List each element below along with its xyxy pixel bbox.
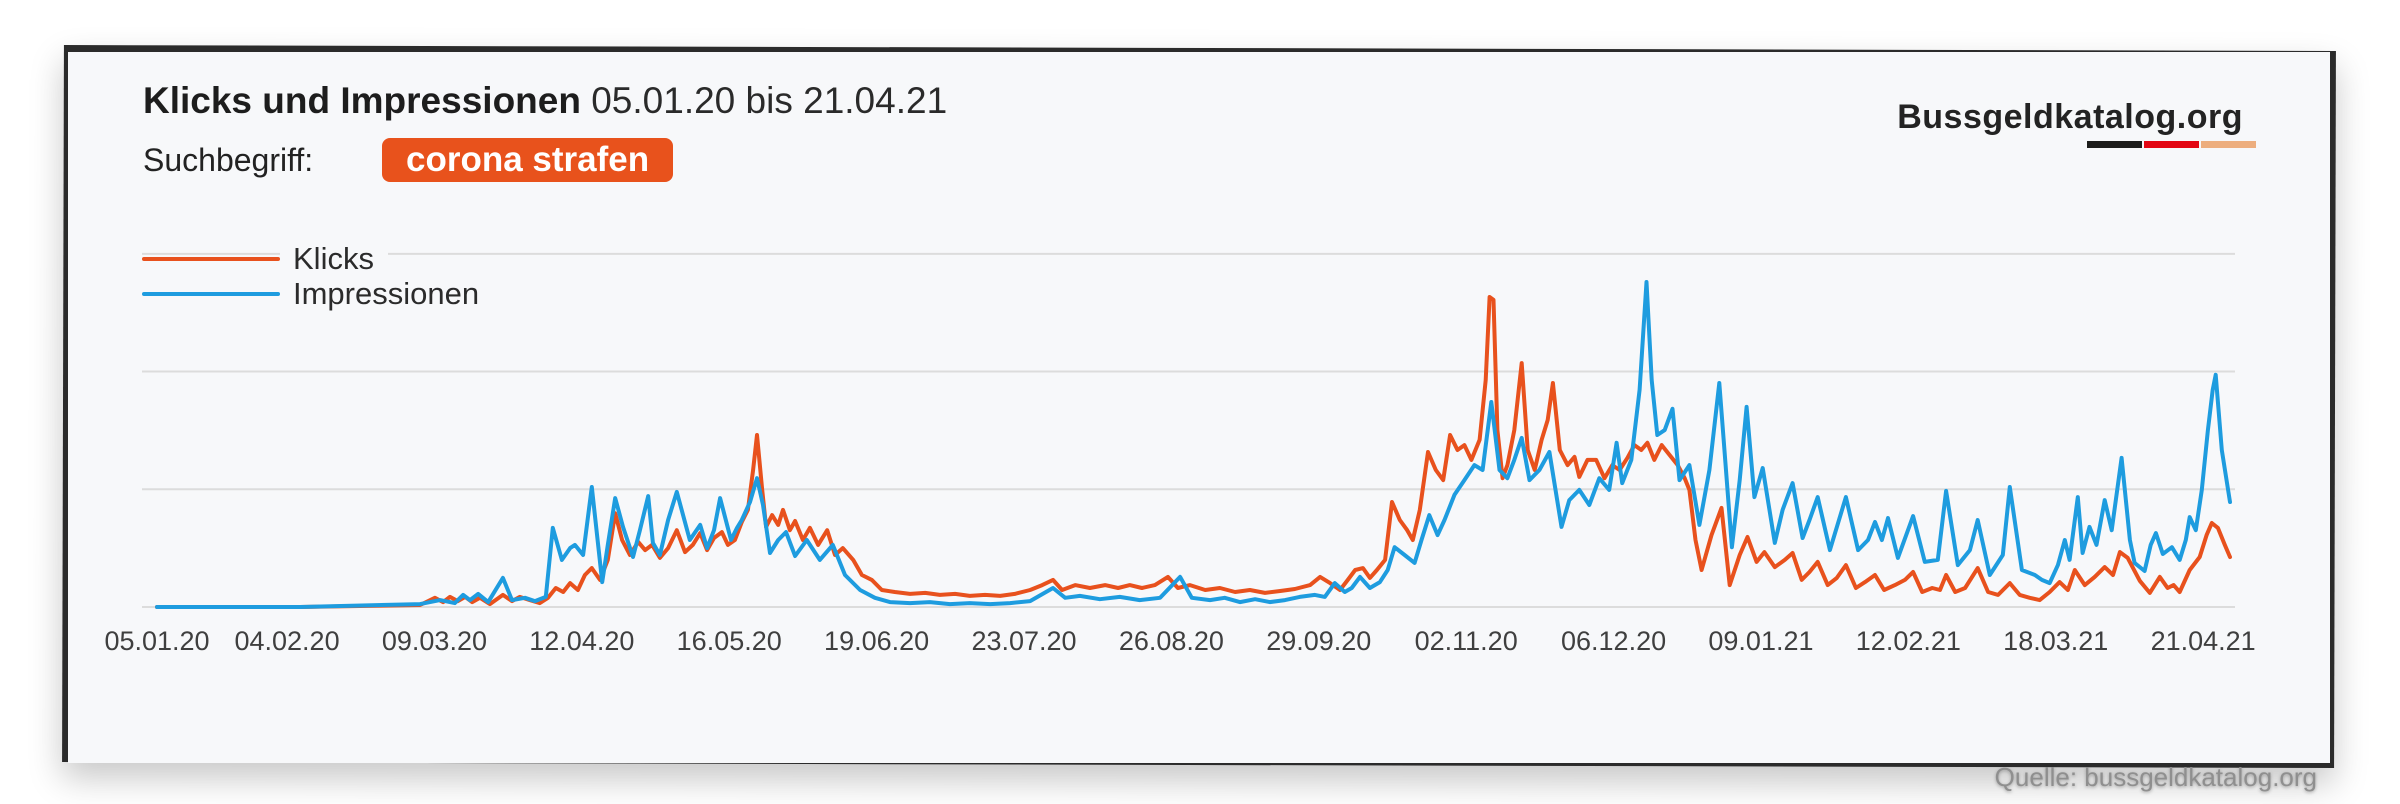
title-main: Klicks und Impressionen (143, 80, 581, 121)
legend-label-impressionen: Impressionen (280, 275, 494, 313)
x-axis-label: 02.11.20 (1415, 626, 1518, 656)
chart-card: Klicks und Impressionen 05.01.20 bis 21.… (68, 52, 2330, 763)
source-note: Quelle: bussgeldkatalog.org (1994, 762, 2317, 792)
x-axis-label: 21.04.21 (2151, 626, 2256, 656)
brand-logo-text: Bussgeldkatalog.org (1897, 98, 2243, 136)
x-axis-label: 09.01.21 (1708, 626, 1813, 656)
impressionen-line-swatch (142, 292, 280, 296)
line-chart: 05.01.20 04.02.20 09.03.20 12.04.20 16.05.20… (104, 252, 2256, 656)
klicks-line-swatch (142, 257, 280, 261)
x-axis-label: 12.04.20 (529, 626, 634, 656)
x-axis-label: 04.02.20 (234, 626, 339, 656)
x-axis-label: 06.12.20 (1561, 626, 1666, 656)
search-term-row: Suchbegriff: corona strafen (143, 136, 674, 184)
legend-item-impressionen: Impressionen (142, 275, 494, 313)
search-term-badge: corona strafen (382, 138, 674, 182)
series-klicks (155, 295, 2232, 609)
brand-logo: Bussgeldkatalog.org (1897, 98, 2256, 148)
x-axis-label: 05.01.20 (104, 626, 209, 656)
x-axis-label: 23.07.20 (971, 626, 1076, 656)
flag-bar-red (2144, 141, 2199, 148)
flag-bar-gold (2201, 141, 2256, 148)
search-term-label: Suchbegriff: (143, 141, 314, 178)
flag-bar-black (2087, 141, 2142, 148)
x-axis-label: 26.08.20 (1119, 626, 1224, 656)
x-axis-label: 29.09.20 (1266, 626, 1371, 656)
title-date-range: 05.01.20 bis 21.04.21 (580, 80, 948, 121)
x-axis-label: 12.02.21 (1856, 626, 1961, 656)
x-axis-label: 18.03.21 (2003, 626, 2108, 656)
x-axis-label: 09.03.20 (382, 626, 487, 656)
x-axis-label: 16.05.20 (677, 626, 782, 656)
x-axis-label: 19.06.20 (824, 626, 929, 656)
legend-item-klicks: Klicks (142, 240, 388, 278)
legend-label-klicks: Klicks (280, 240, 388, 278)
series-impressionen (155, 280, 2232, 609)
page-title: Klicks und Impressionen 05.01.20 bis 21.… (143, 80, 947, 122)
german-flag-bars (1897, 141, 2256, 148)
